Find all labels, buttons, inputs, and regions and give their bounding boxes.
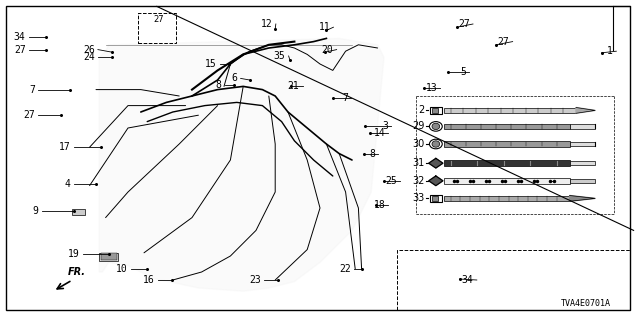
Text: 2: 2: [418, 105, 424, 116]
Text: 8: 8: [216, 80, 221, 90]
Text: 22: 22: [339, 264, 351, 274]
Text: 34: 34: [14, 32, 26, 42]
Text: FR.: FR.: [68, 268, 86, 277]
Text: 12: 12: [261, 19, 273, 29]
Text: 35: 35: [274, 51, 285, 61]
Bar: [99, 253, 118, 261]
Text: 25: 25: [385, 176, 397, 186]
Text: 26: 26: [83, 44, 95, 55]
Polygon shape: [429, 176, 443, 186]
Text: 21: 21: [288, 81, 300, 92]
Text: 13: 13: [426, 83, 437, 93]
Text: 11: 11: [319, 22, 330, 32]
Bar: [570, 124, 595, 129]
Bar: [432, 196, 438, 201]
Bar: [444, 160, 570, 166]
Text: 8: 8: [369, 148, 375, 159]
Ellipse shape: [432, 141, 440, 147]
Text: 23: 23: [250, 275, 261, 285]
Bar: [570, 179, 595, 183]
Text: 33: 33: [412, 193, 424, 204]
Text: 5: 5: [460, 67, 466, 77]
Text: 9: 9: [33, 206, 38, 216]
Text: 34: 34: [462, 275, 474, 285]
Text: 24: 24: [83, 52, 95, 62]
Text: 19: 19: [68, 249, 80, 260]
Text: 31: 31: [412, 158, 424, 168]
Bar: [138, 13, 176, 43]
Polygon shape: [429, 158, 443, 168]
Bar: [444, 178, 570, 184]
Bar: [444, 124, 570, 129]
Bar: [430, 107, 442, 114]
Text: 27: 27: [154, 15, 164, 24]
Bar: [444, 196, 570, 201]
Polygon shape: [99, 38, 384, 291]
Bar: [72, 209, 85, 215]
Text: 32: 32: [412, 176, 424, 186]
Text: 7: 7: [342, 92, 348, 103]
Text: 7: 7: [29, 84, 35, 95]
Text: 30: 30: [412, 139, 424, 149]
Text: 27: 27: [24, 110, 35, 120]
Text: 4: 4: [65, 179, 70, 189]
Text: TVA4E0701A: TVA4E0701A: [561, 299, 611, 308]
Text: 20: 20: [322, 44, 333, 55]
Text: 1: 1: [607, 46, 613, 56]
Bar: [101, 253, 117, 260]
Bar: [430, 195, 442, 202]
Bar: [444, 141, 570, 147]
Ellipse shape: [432, 123, 440, 130]
Polygon shape: [570, 196, 595, 201]
Polygon shape: [576, 108, 595, 113]
Bar: [570, 161, 595, 165]
Text: 14: 14: [374, 128, 385, 138]
Bar: [432, 108, 438, 113]
Text: 29: 29: [412, 121, 424, 132]
Text: 6: 6: [232, 73, 237, 84]
Text: 27: 27: [14, 44, 26, 55]
Text: 27: 27: [498, 36, 509, 47]
Bar: [570, 142, 595, 146]
Bar: [397, 250, 630, 310]
Text: 17: 17: [59, 142, 70, 152]
Bar: [444, 108, 576, 113]
Text: 16: 16: [143, 275, 155, 285]
Text: 15: 15: [205, 59, 216, 69]
Text: 3: 3: [382, 121, 388, 132]
Text: 10: 10: [116, 264, 128, 274]
Text: 18: 18: [374, 200, 385, 210]
Text: 27: 27: [458, 19, 470, 29]
